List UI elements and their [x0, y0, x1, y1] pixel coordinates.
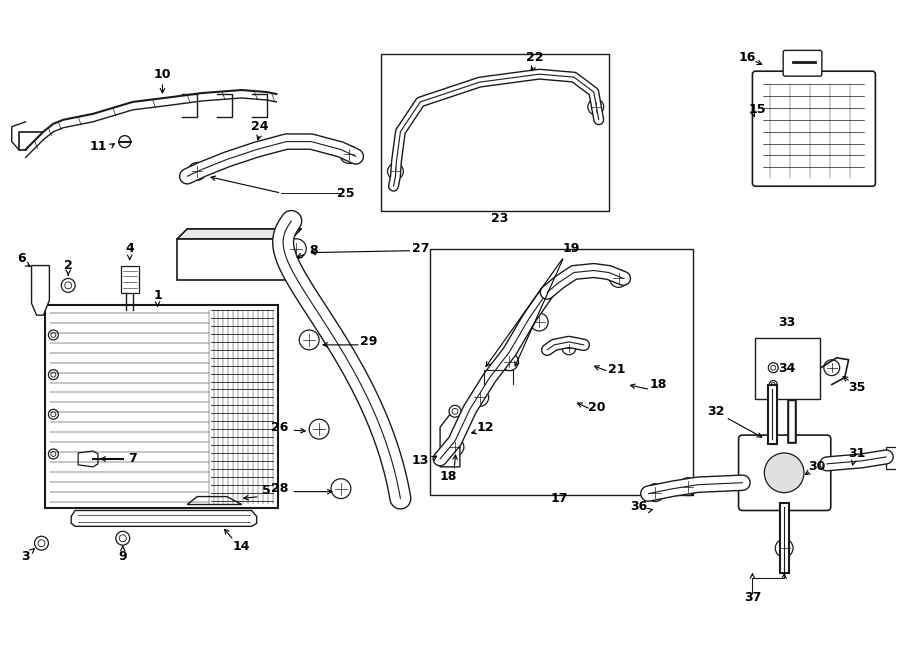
Text: 13: 13 [411, 454, 429, 467]
Circle shape [34, 536, 49, 550]
Text: 29: 29 [360, 335, 377, 348]
Polygon shape [32, 266, 50, 315]
Bar [381, 54, 608, 211]
Text: 31: 31 [848, 447, 865, 461]
Circle shape [449, 405, 461, 417]
Text: 35: 35 [848, 381, 865, 394]
Text: 17: 17 [550, 492, 568, 505]
Text: 30: 30 [808, 460, 825, 473]
Bar [430, 249, 693, 494]
Circle shape [49, 369, 58, 379]
FancyBboxPatch shape [739, 435, 831, 510]
Text: 8: 8 [309, 244, 318, 257]
Polygon shape [71, 510, 256, 526]
Text: 26: 26 [271, 420, 288, 434]
Text: 34: 34 [778, 362, 796, 375]
Text: 7: 7 [129, 452, 137, 465]
Bar [121, 266, 139, 293]
Text: 11: 11 [89, 140, 107, 153]
Circle shape [769, 363, 778, 373]
Text: 2: 2 [64, 259, 73, 272]
Circle shape [61, 278, 76, 292]
Text: 5: 5 [262, 484, 271, 497]
Polygon shape [177, 229, 302, 239]
Text: 21: 21 [608, 363, 625, 376]
Circle shape [116, 531, 130, 545]
Text: 1: 1 [153, 289, 162, 302]
Text: 18: 18 [439, 470, 456, 483]
Text: 6: 6 [17, 252, 26, 265]
Text: 4: 4 [125, 242, 134, 255]
Text: 36: 36 [630, 500, 647, 513]
Text: 12: 12 [477, 420, 494, 434]
Circle shape [49, 449, 58, 459]
Circle shape [770, 381, 778, 389]
Text: 28: 28 [271, 482, 288, 495]
Text: 19: 19 [562, 242, 580, 255]
Circle shape [764, 453, 804, 492]
Polygon shape [78, 451, 98, 467]
Text: 18: 18 [650, 378, 667, 391]
Text: 24: 24 [251, 120, 268, 134]
Circle shape [119, 136, 130, 147]
Text: 20: 20 [588, 401, 606, 414]
Text: 10: 10 [154, 67, 171, 81]
Text: 15: 15 [749, 103, 766, 116]
Text: 33: 33 [778, 315, 796, 329]
Text: 32: 32 [707, 405, 724, 418]
Text: 14: 14 [233, 539, 250, 553]
Text: 25: 25 [338, 186, 355, 200]
Circle shape [49, 330, 58, 340]
FancyBboxPatch shape [783, 50, 822, 76]
Text: 3: 3 [22, 549, 30, 563]
Text: 37: 37 [743, 591, 761, 604]
Text: 23: 23 [491, 212, 508, 225]
Bar [177, 239, 292, 280]
Polygon shape [187, 496, 242, 504]
Text: 27: 27 [411, 242, 429, 255]
FancyBboxPatch shape [752, 71, 876, 186]
Polygon shape [440, 414, 468, 467]
Text: 16: 16 [739, 51, 756, 64]
Bar [886, 447, 900, 469]
Bar [755, 338, 820, 399]
Text: 22: 22 [526, 51, 543, 64]
Circle shape [49, 409, 58, 419]
Bar [45, 305, 278, 508]
Text: 9: 9 [119, 549, 127, 563]
